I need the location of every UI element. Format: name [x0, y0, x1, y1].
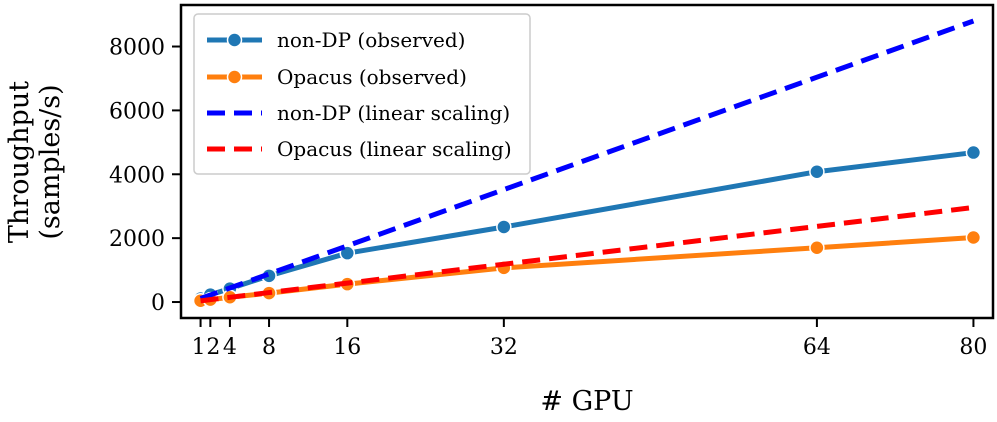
series-group — [200, 205, 974, 304]
series-line — [200, 205, 974, 304]
legend-item: non-DP (observed) — [207, 28, 465, 52]
legend-item: Opacus (linear scaling) — [207, 137, 512, 161]
plot-frame — [179, 3, 995, 320]
y-tick-label: 6000 — [109, 99, 165, 124]
legend-label: Opacus (observed) — [277, 65, 467, 89]
y-tick-label: 2000 — [109, 227, 165, 252]
series-group — [199, 18, 975, 301]
series-group — [192, 229, 982, 309]
legend-label: Opacus (linear scaling) — [277, 137, 512, 161]
legend-item: Opacus (observed) — [207, 65, 467, 89]
y-tick-label: 0 — [151, 291, 165, 316]
x-tick-label: 8 — [262, 335, 276, 360]
x-tick-label: 64 — [803, 335, 831, 360]
x-tick-label: 1 — [192, 335, 206, 360]
legend: non-DP (observed) Opacus (observed) non-DP… — [193, 13, 531, 175]
y-axis-label-line1: Throughput — [4, 81, 35, 243]
x-tick-label: 16 — [333, 335, 361, 360]
data-point — [809, 163, 825, 180]
x-tick-label: 32 — [490, 335, 518, 360]
data-point — [965, 144, 982, 161]
x-tick-label: 80 — [959, 335, 987, 360]
series-line — [200, 235, 974, 304]
x-tick-label: 2 — [206, 335, 220, 360]
data-point — [809, 239, 825, 256]
legend-box — [193, 13, 531, 175]
data-point — [496, 219, 512, 235]
series-line — [199, 18, 975, 301]
data-point — [965, 229, 982, 246]
legend-marker — [226, 32, 243, 48]
axis-ticks: 1 2 4 8 16 32 64 80 0 2000 4000 6000 8000 — [109, 36, 987, 360]
x-axis-label: # GPU — [540, 386, 633, 417]
legend-item: non-DP (linear scaling) — [207, 101, 510, 125]
legend-marker — [226, 69, 243, 85]
y-axis-label-line2: (samples/s) — [35, 84, 66, 239]
y-tick-label: 8000 — [109, 36, 165, 61]
plot-series — [192, 18, 982, 309]
legend-label: non-DP (observed) — [277, 28, 465, 52]
legend-label: non-DP (linear scaling) — [277, 101, 510, 125]
x-tick-label: 4 — [223, 335, 237, 360]
y-tick-label: 4000 — [109, 163, 165, 188]
